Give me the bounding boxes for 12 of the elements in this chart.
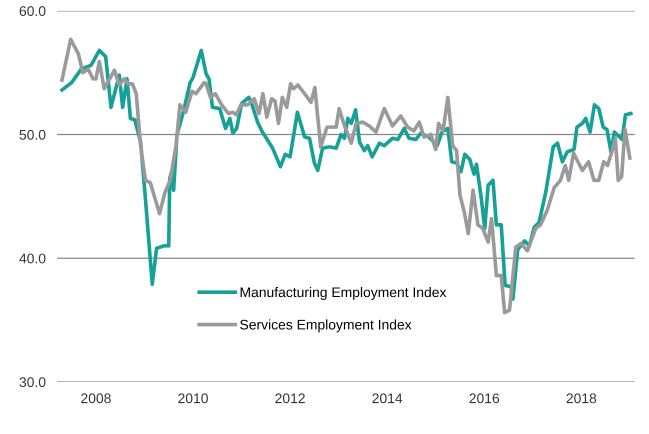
x-tick-label: 2014 <box>372 393 402 404</box>
legend-label: Services Employment Index <box>240 319 412 332</box>
legend-label: Manufacturing Employment Index <box>240 286 446 300</box>
x-tick-label: 2018 <box>566 393 596 404</box>
x-tick-label: 2010 <box>178 393 208 404</box>
y-tick-label: 30.0 <box>20 377 46 388</box>
y-tick-label: 50.0 <box>20 130 46 140</box>
x-tick-label: 2008 <box>81 393 111 404</box>
y-tick-label: 60.0 <box>20 6 46 16</box>
x-tick-label: 2016 <box>470 393 500 404</box>
x-tick-label: 2012 <box>275 393 305 404</box>
y-tick-label: 40.0 <box>19 254 46 264</box>
